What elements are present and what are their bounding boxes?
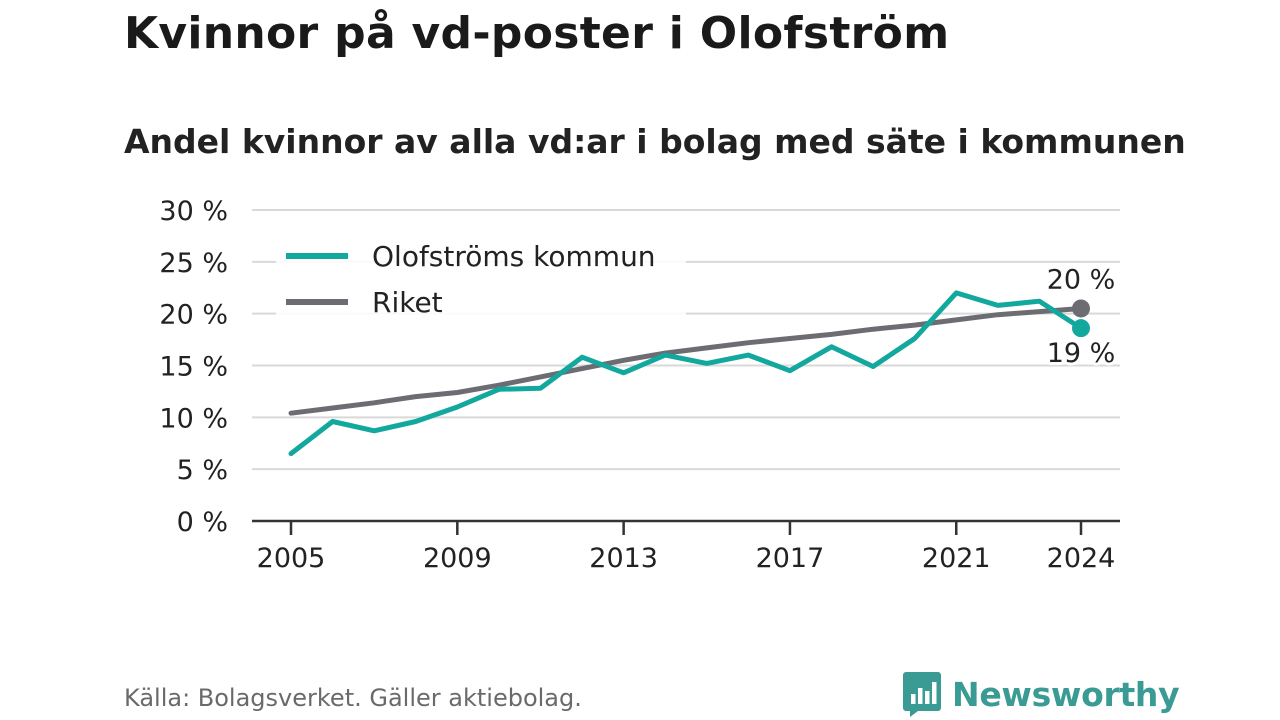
y-tick-label: 10 %: [159, 403, 228, 434]
brand-logo: Newsworthy: [902, 670, 1180, 718]
end-point-kommun: [1072, 319, 1090, 338]
legend: Olofströms kommun Riket: [276, 230, 686, 326]
x-tick-label: 2024: [1047, 543, 1116, 574]
series-line-riket: [288, 306, 1084, 416]
y-tick-label: 15 %: [159, 352, 228, 383]
legend-item-riket-label: Riket: [372, 286, 443, 319]
y-tick-label: 30 %: [159, 196, 228, 227]
x-tick-label: 2005: [257, 543, 326, 574]
bar-chart-speech-icon: [903, 672, 941, 717]
end-label-riket: 20 %: [1047, 264, 1116, 295]
end-label-kommun: 19 %: [1047, 338, 1116, 369]
y-tick-label: 25 %: [159, 248, 228, 279]
brand-name: Newsworthy: [952, 674, 1180, 714]
y-tick-label: 5 %: [177, 455, 228, 486]
axes: 0 % 5 % 10 % 15 % 20 % 25 % 30 % 2005 2009 2013 20…: [159, 196, 1120, 574]
end-point-riket: [1072, 299, 1090, 318]
x-tick-label: 2013: [589, 543, 658, 574]
chart-subtitle: Andel kvinnor av alla vd:ar i bolag med …: [124, 122, 1186, 161]
series-line-kommun: [288, 290, 1084, 457]
y-tick-label: 0 %: [177, 507, 228, 538]
chart-title: Kvinnor på vd-poster i Olofström: [124, 8, 950, 59]
x-tick-label: 2017: [756, 543, 825, 574]
series-lines: [288, 290, 1090, 457]
end-labels: 20 % 19 %: [1044, 261, 1119, 372]
source-note: Källa: Bolagsverket. Gäller aktiebolag.: [124, 684, 582, 712]
legend-item-kommun-label: Olofströms kommun: [372, 240, 656, 273]
x-tick-label: 2009: [423, 543, 492, 574]
y-tick-label: 20 %: [159, 300, 228, 331]
x-tick-label: 2021: [922, 543, 991, 574]
legend-background: [276, 230, 686, 326]
